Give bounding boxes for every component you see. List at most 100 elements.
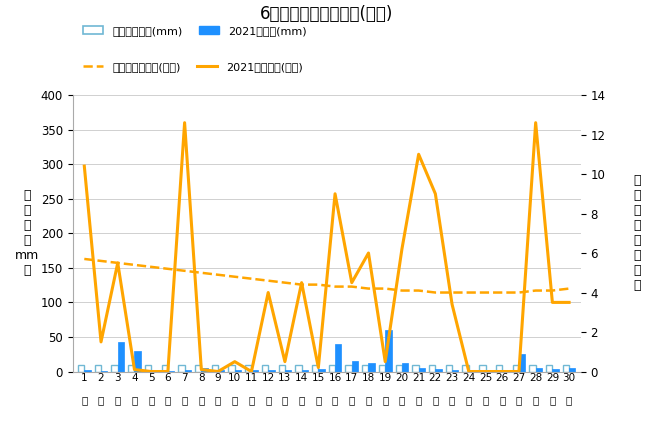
日照時間平年値(時間) [398,288,406,293]
Text: 日: 日 [482,395,488,405]
Bar [251,370,258,372]
Bar [546,365,552,372]
Bar [536,368,542,372]
Bar [318,369,325,372]
Text: 日: 日 [248,395,255,405]
Bar [563,365,569,372]
2021日照時間(時間) [414,152,422,157]
Text: 日: 日 [348,395,355,405]
Bar [302,370,308,372]
Text: 日: 日 [549,395,556,405]
Bar [496,365,502,372]
Bar [262,365,268,372]
日照時間平年値(時間) [348,284,356,289]
Bar [452,370,459,372]
Text: 日: 日 [165,395,171,405]
Bar [201,368,208,372]
Bar [429,365,436,372]
日照時間平年値(時間) [231,274,239,280]
日照時間平年値(時間) [565,286,573,291]
Text: 日: 日 [416,395,422,405]
日照時間平年値(時間) [381,286,389,291]
Bar [368,363,375,372]
Bar [185,370,191,372]
Text: 日: 日 [566,395,572,405]
Text: 日: 日 [115,395,121,405]
Text: 日: 日 [131,395,137,405]
Text: 日: 日 [516,395,522,405]
Bar [168,371,174,372]
Bar [145,365,151,372]
日照時間平年値(時間) [214,272,222,277]
Text: 日: 日 [499,395,506,405]
Bar [151,370,158,372]
2021日照時間(時間) [331,191,339,197]
Bar [235,370,241,372]
2021日照時間(時間) [97,339,105,344]
Text: 日: 日 [265,395,271,405]
Bar [436,369,442,372]
Line: 2021日照時間(時間): 2021日照時間(時間) [84,123,569,372]
日照時間平年値(時間) [314,282,322,287]
Bar [84,370,90,372]
2021日照時間(時間) [348,280,356,285]
Bar [469,370,475,372]
Title: 6月降水量・日照時間(日別): 6月降水量・日照時間(日別) [260,5,393,22]
Bar [329,365,335,372]
日照時間平年値(時間) [298,282,306,287]
Bar [279,365,285,372]
Text: 日: 日 [382,395,388,405]
Bar [402,363,409,372]
日照時間平年値(時間) [515,290,523,295]
Bar [285,370,291,372]
日照時間平年値(時間) [498,290,506,295]
Bar [101,371,108,372]
日照時間平年値(時間) [364,286,372,291]
2021日照時間(時間) [498,369,506,374]
Bar [463,365,469,372]
Bar [502,370,509,372]
日照時間平年値(時間) [532,288,540,293]
Bar [519,354,525,372]
2021日照時間(時間) [565,300,573,305]
Text: 日: 日 [198,395,205,405]
Text: 日: 日 [215,395,221,405]
2021日照時間(時間) [214,369,222,374]
Bar [486,370,492,372]
2021日照時間(時間) [181,120,189,125]
Y-axis label: 日
照
時
間
（
時
間
）: 日 照 時 間 （ 時 間 ） [633,174,640,292]
日照時間平年値(時間) [197,270,205,275]
Text: 日: 日 [466,395,472,405]
Bar [178,365,185,372]
2021日照時間(時間) [364,251,372,256]
日照時間平年値(時間) [164,266,172,271]
Text: 日: 日 [366,395,372,405]
日照時間平年値(時間) [181,268,189,273]
2021日照時間(時間) [147,369,155,374]
2021日照時間(時間) [131,367,139,372]
日照時間平年値(時間) [114,260,121,266]
2021日照時間(時間) [281,359,289,364]
Bar [94,365,101,372]
Bar [569,368,576,372]
Bar [245,365,251,372]
Bar [162,365,168,372]
2021日照時間(時間) [465,369,473,374]
Bar [352,361,358,372]
Bar [395,365,402,372]
2021日照時間(時間) [381,359,389,364]
Bar [513,365,519,372]
日照時間平年値(時間) [331,284,339,289]
Bar [362,365,368,372]
日照時間平年値(時間) [281,280,289,285]
日照時間平年値(時間) [248,276,255,281]
Text: 日: 日 [449,395,455,405]
日照時間平年値(時間) [548,288,556,293]
Bar [117,342,124,372]
Text: 日: 日 [298,395,305,405]
日照時間平年値(時間) [448,290,456,295]
Text: 日: 日 [232,395,238,405]
Bar [446,365,452,372]
Text: 日: 日 [98,395,104,405]
Bar [418,368,425,372]
